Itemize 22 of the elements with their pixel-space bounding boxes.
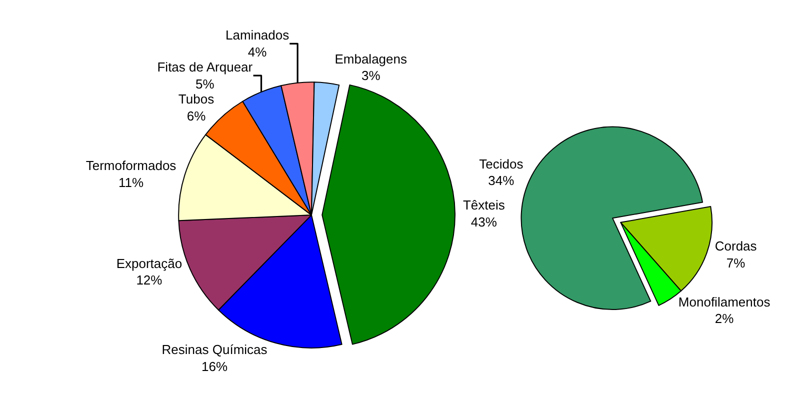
slice-label: Resinas Químicas <box>162 342 268 357</box>
slice-label: Termoformados <box>86 158 177 173</box>
slice-label: Tubos <box>178 92 215 107</box>
slice-label: Embalagens <box>334 51 408 66</box>
data-label: 11% <box>118 174 144 190</box>
data-label: 43% <box>470 214 498 230</box>
slice-label: Tecidos <box>479 156 524 172</box>
slice-label: Exportação <box>116 256 182 271</box>
data-label: 16% <box>202 358 228 374</box>
data-label: 4% <box>248 44 268 60</box>
data-label: 6% <box>186 108 206 124</box>
data-label: 34% <box>488 173 515 188</box>
data-label: 12% <box>136 272 163 288</box>
data-label: 7% <box>726 255 746 270</box>
data-label: 3% <box>361 68 381 84</box>
data-label: 2% <box>714 311 734 326</box>
slice-label: Fitas de Arquear <box>157 60 254 75</box>
slice-label: Têxteis <box>462 198 506 213</box>
slice-label: Cordas <box>714 238 758 254</box>
data-label: 5% <box>196 76 215 92</box>
slice-label: Laminados <box>226 28 290 43</box>
slice-label: Monofilamentos <box>678 294 771 310</box>
